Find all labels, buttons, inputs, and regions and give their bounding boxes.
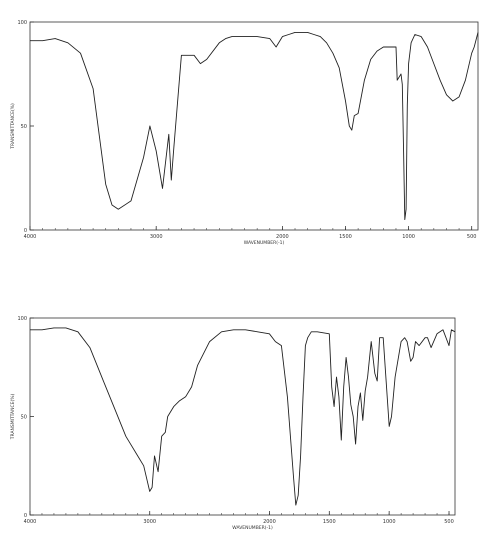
y-axis-label: TRANSMITTANCE(%) xyxy=(10,394,16,441)
y-tick-label: 100 xyxy=(17,316,27,322)
y-tick-label: 0 xyxy=(24,513,27,519)
x-tick-label: 1500 xyxy=(323,519,336,525)
spectrum-line xyxy=(30,31,479,221)
chart-panel-1: 4000 3000 2000 1500 1000 500 0 50 100 WAVENUMBER(… xyxy=(10,20,479,246)
x-tick-label: 500 xyxy=(444,519,454,525)
x-tick-label: 3000 xyxy=(150,234,163,240)
y-tick-label: 50 xyxy=(21,124,27,130)
x-tick-label: 1000 xyxy=(383,519,396,525)
y-axis-label: TRANSMITTANCE(%) xyxy=(10,103,16,150)
y-tick-label: 0 xyxy=(24,228,27,234)
x-axis-label: WAVENUMBER(-1) xyxy=(244,240,285,246)
x-tick-label: 500 xyxy=(467,234,477,240)
x-tick-label: 1500 xyxy=(339,234,352,240)
x-axis-label: WAVENUMBER(-1) xyxy=(232,525,273,531)
y-tick-label: 100 xyxy=(17,20,27,26)
plot-frame xyxy=(29,21,479,231)
x-tick-label: 1000 xyxy=(402,234,415,240)
x-tick-label: 4000 xyxy=(24,519,37,525)
y-tick-label: 50 xyxy=(21,414,27,420)
chart-panel-2: 4000 3000 2000 1500 1000 500 0 50 100 WAVENUMBER(… xyxy=(10,316,456,531)
x-tick-label: 3000 xyxy=(143,519,156,525)
x-tick-label: 4000 xyxy=(24,234,37,240)
spectrum-line xyxy=(30,327,456,506)
x-tick-label: 2000 xyxy=(263,519,276,525)
x-tick-label: 2000 xyxy=(276,234,289,240)
